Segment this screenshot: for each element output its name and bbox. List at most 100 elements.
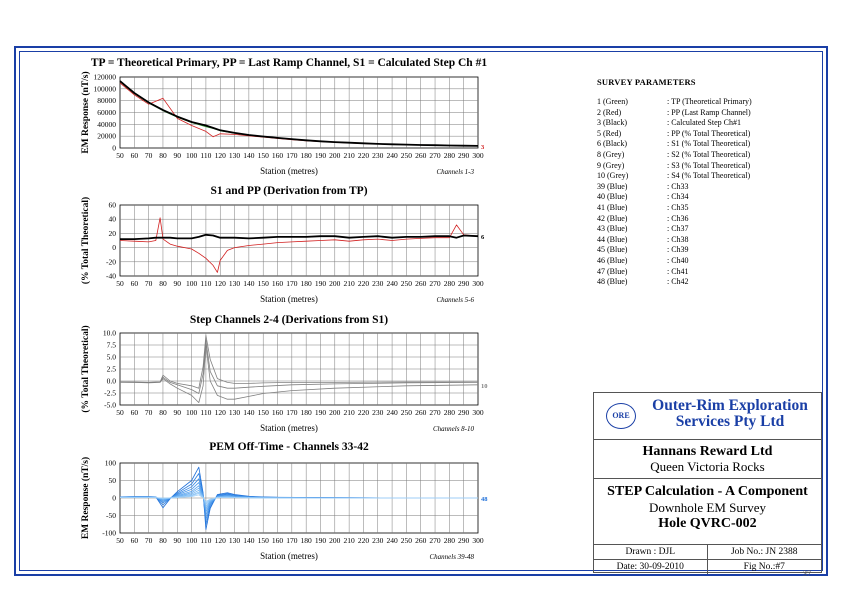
y-tick-label: 100000 — [94, 84, 117, 93]
y-tick-label: 0 — [112, 243, 116, 252]
x-tick-label: 130 — [229, 151, 241, 160]
x-tick-label: 160 — [272, 151, 284, 160]
chart-panel-3: Step Channels 2-4 (Derivations from S1) 5… — [80, 314, 488, 433]
x-tick-label: 200 — [329, 536, 341, 545]
series-end-label: 48 — [481, 496, 488, 503]
parameter-channel: 47 (Blue) — [597, 266, 628, 276]
y-tick-label: 20000 — [97, 132, 116, 141]
x-tick-label: 180 — [301, 536, 313, 545]
x-tick-label: 190 — [315, 536, 327, 545]
x-tick-label: 70 — [145, 408, 153, 417]
x-tick-label: 200 — [329, 279, 341, 288]
y-tick-label: 0.0 — [107, 377, 117, 386]
x-tick-label: 190 — [315, 151, 327, 160]
x-tick-label: 60 — [131, 151, 139, 160]
job-number: Job No.: JN 2388 — [707, 545, 821, 560]
x-tick-label: 210 — [343, 536, 355, 545]
x-tick-label: 230 — [372, 151, 384, 160]
page-frame-inner — [19, 51, 823, 571]
survey-parameters-title: SURVEY PARAMETERS — [597, 77, 696, 87]
y-axis-label: EM Response (nT/s) — [80, 71, 91, 153]
x-tick-label: 50 — [116, 408, 124, 417]
x-tick-label: 250 — [401, 408, 413, 417]
title-block-company-row: ORE Outer-Rim Exploration Services Pty L… — [594, 393, 821, 440]
x-tick-label: 80 — [159, 279, 167, 288]
title-block-description: STEP Calculation - A Component Downhole … — [594, 479, 821, 545]
parameter-description: : Ch40 — [667, 255, 689, 265]
x-tick-label: 190 — [315, 279, 327, 288]
parameter-channel: 43 (Blue) — [597, 224, 628, 234]
x-tick-label: 90 — [174, 536, 182, 545]
y-tick-label: 50 — [109, 476, 117, 485]
survey-parameter-row: 44 (Blue): Ch38 — [597, 235, 827, 246]
x-tick-label: 50 — [116, 151, 124, 160]
drawn-by: Drawn : DJL — [594, 545, 708, 560]
chart-title: S1 and PP (Derivation from TP) — [210, 185, 367, 197]
x-tick-label: 240 — [386, 151, 398, 160]
series-end-label: 6 — [481, 234, 485, 241]
x-tick-label: 120 — [215, 151, 227, 160]
x-tick-label: 150 — [258, 408, 270, 417]
x-tick-label: 290 — [458, 536, 470, 545]
x-tick-label: 290 — [458, 279, 470, 288]
parameter-description: : Ch37 — [667, 224, 689, 234]
y-tick-label: 60000 — [97, 108, 116, 117]
x-tick-label: 250 — [401, 151, 413, 160]
chart-panel-2: S1 and PP (Derivation from TP)50 60 70 80 90… — [80, 185, 485, 304]
x-tick-label: 100 — [186, 408, 198, 417]
y-tick-label: 0 — [112, 144, 116, 153]
x-tick-label: 170 — [286, 279, 298, 288]
x-tick-label: 270 — [429, 279, 441, 288]
parameter-channel: 9 (Grey) — [597, 160, 625, 170]
plot-area — [119, 204, 479, 277]
x-tick-label: 140 — [243, 151, 255, 160]
x-tick-label: 210 — [343, 279, 355, 288]
parameter-description: : Ch35 — [667, 202, 689, 212]
hole-id: Hole QVRC-002 — [658, 516, 757, 531]
x-tick-label: 220 — [358, 151, 370, 160]
company-logo: ORE — [606, 403, 636, 429]
chart-title: Step Channels 2-4 (Derivations from S1) — [190, 314, 388, 326]
x-axis-label: Station (metres) — [260, 294, 318, 304]
x-tick-label: 190 — [315, 408, 327, 417]
x-tick-label: 240 — [386, 536, 398, 545]
x-tick-label: 90 — [174, 408, 182, 417]
x-tick-label: 240 — [386, 279, 398, 288]
x-tick-label: 70 — [145, 279, 153, 288]
survey-parameter-row: 46 (Blue): Ch40 — [597, 256, 827, 267]
parameter-description: : Ch36 — [667, 213, 689, 223]
y-axis-label: EM Response (nT/s) — [80, 457, 91, 539]
x-tick-label: 250 — [401, 536, 413, 545]
x-tick-label: 130 — [229, 408, 241, 417]
x-tick-label: 200 — [329, 408, 341, 417]
x-tick-label: 140 — [243, 536, 255, 545]
survey-parameter-row: 1 (Green): TP (Theoretical Primary) — [597, 97, 827, 108]
x-tick-label: 270 — [429, 408, 441, 417]
series-line — [119, 217, 479, 273]
x-tick-label: 110 — [200, 536, 211, 545]
parameter-description: : TP (Theoretical Primary) — [667, 97, 752, 106]
x-tick-label: 150 — [258, 151, 270, 160]
x-tick-label: 180 — [301, 279, 313, 288]
y-tick-label: -5.0 — [104, 401, 116, 410]
title-block-meta: Drawn : DJL Job No.: JN 2388 Date: 30-09… — [594, 545, 821, 574]
x-tick-label: 100 — [186, 279, 198, 288]
client-project: Queen Victoria Rocks — [650, 459, 765, 474]
survey-parameters-list: 1 (Green): TP (Theoretical Primary) 2 (Re… — [597, 97, 827, 288]
parameter-channel: 48 (Blue) — [597, 277, 628, 287]
y-tick-label: 100 — [105, 459, 117, 468]
chart-title: TP = Theoretical Primary, PP = Last Ramp… — [91, 57, 487, 69]
x-tick-label: 280 — [444, 151, 456, 160]
series-line — [120, 344, 479, 403]
y-tick-label: 5.0 — [107, 353, 117, 362]
x-tick-label: 300 — [472, 151, 484, 160]
chart-panel-1: TP = Theoretical Primary, PP = Last Ramp… — [80, 57, 487, 176]
x-axis-label: Station (metres) — [260, 551, 318, 561]
parameter-description: : PP (Last Ramp Channel) — [667, 107, 751, 117]
x-tick-label: 80 — [159, 408, 167, 417]
survey-parameter-row: 8 (Grey): S2 (% Total Theoretical) — [597, 150, 827, 161]
x-tick-label: 180 — [301, 408, 313, 417]
x-tick-label: 300 — [472, 408, 484, 417]
parameter-description: : Ch42 — [667, 277, 689, 287]
parameter-channel: 6 (Black) — [597, 139, 627, 149]
